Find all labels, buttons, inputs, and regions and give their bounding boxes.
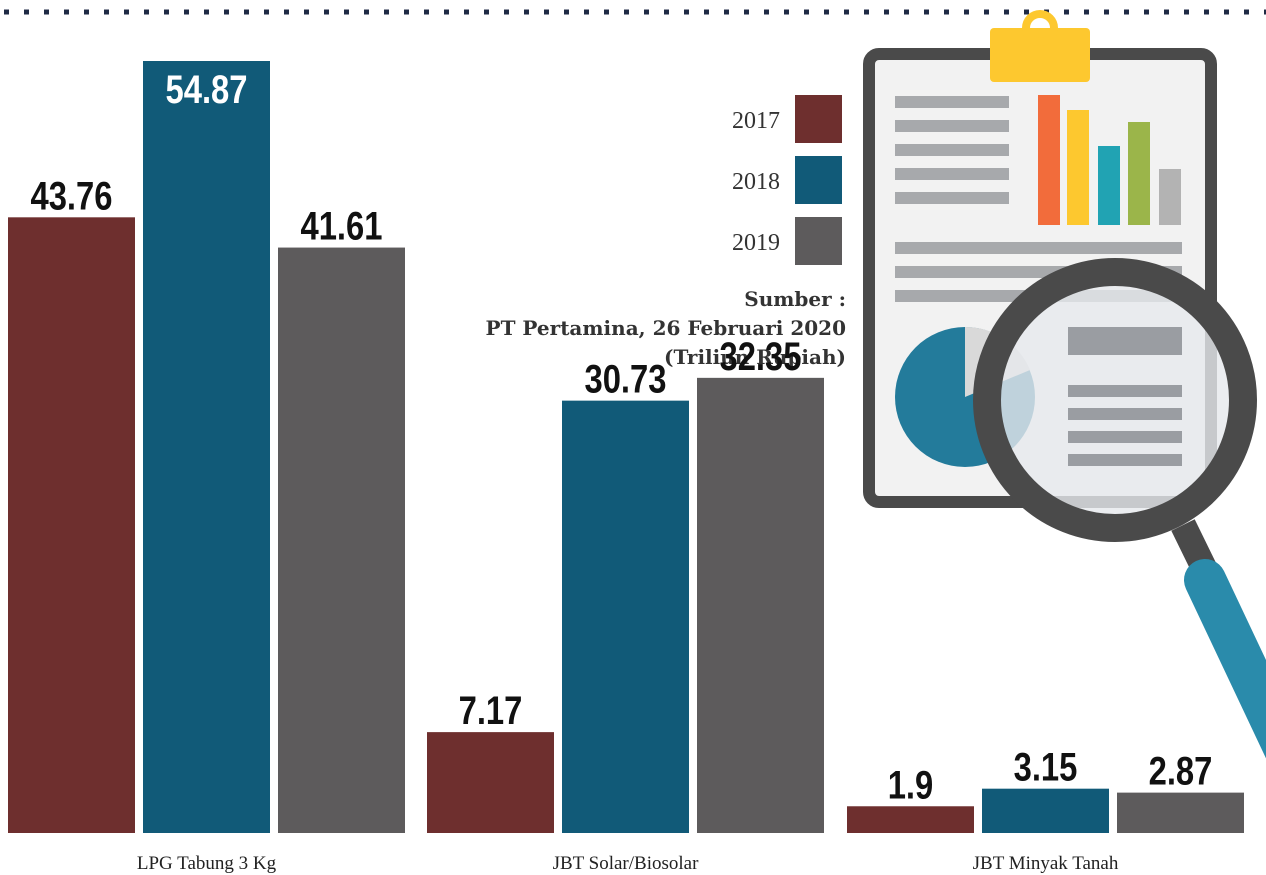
bar [8, 217, 135, 833]
value-label: 7.17 [459, 688, 523, 733]
legend-swatch [795, 156, 842, 204]
illustration [869, 14, 1266, 760]
value-label: 1.9 [888, 762, 934, 807]
bar [143, 61, 270, 833]
legend-swatch [795, 217, 842, 265]
value-label: 3.15 [1014, 745, 1078, 790]
legend-label: 2019 [732, 230, 780, 256]
value-label: 32.35 [719, 334, 801, 379]
legend-label: 2018 [732, 169, 780, 195]
value-label: 43.76 [30, 173, 112, 218]
bar [427, 732, 554, 833]
bar [278, 248, 405, 833]
bar [562, 401, 689, 833]
bar [1117, 793, 1244, 833]
legend: 2017 2018 2019 [732, 95, 842, 265]
page: 201720182019 Sumber :PT Pertamina, 26 Fe… [0, 0, 1266, 875]
bar [697, 378, 824, 833]
chart: 201720182019 Sumber :PT Pertamina, 26 Fe… [0, 0, 1266, 875]
value-label: 30.73 [584, 357, 666, 402]
bar [847, 806, 974, 833]
legend-label: 2017 [732, 108, 780, 134]
bar [982, 789, 1109, 833]
source-line: Sumber : [744, 287, 846, 311]
x-tick-label: LPG Tabung 3 Kg [137, 853, 277, 874]
x-tick-label: JBT Minyak Tanah [973, 853, 1119, 874]
value-label: 41.61 [300, 203, 382, 248]
value-label: 2.87 [1149, 749, 1213, 794]
value-label: 54.87 [165, 67, 247, 112]
legend-swatch [795, 95, 842, 143]
x-tick-label: JBT Solar/Biosolar [553, 853, 700, 874]
